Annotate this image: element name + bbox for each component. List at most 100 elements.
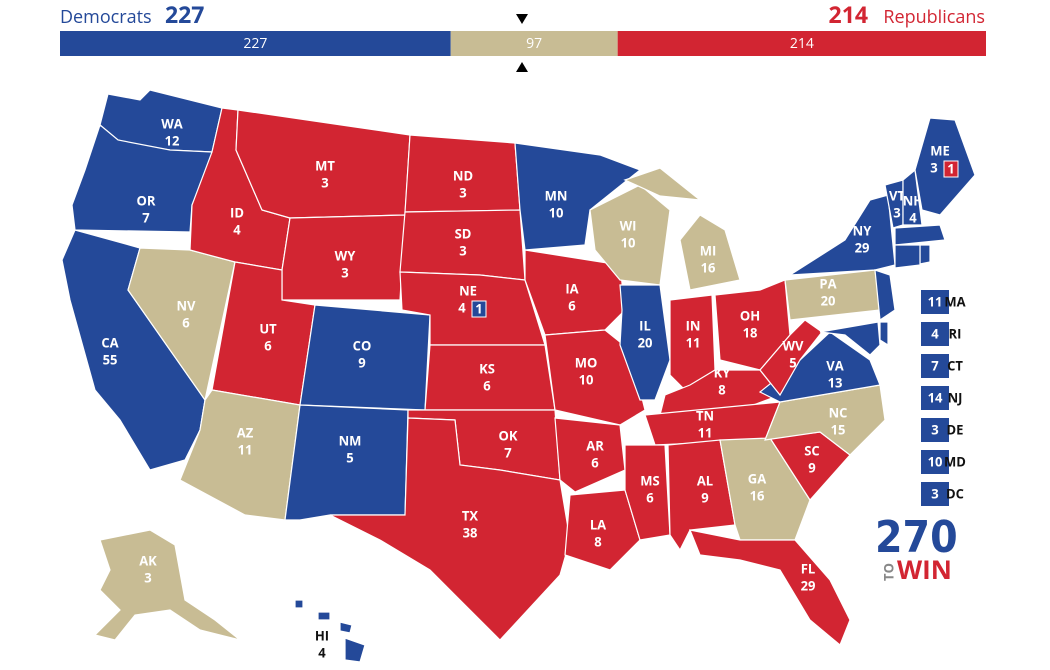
state-shape [127, 247, 236, 402]
state-abbr: MS [640, 471, 659, 489]
logo-number: 270 [875, 512, 958, 563]
state-shape [514, 142, 642, 251]
state-shape [679, 214, 741, 291]
split-badge [943, 160, 959, 178]
state-votes: 55 [103, 350, 118, 368]
state-shape [317, 611, 331, 621]
state-votes: 7 [142, 208, 150, 226]
state-votes: 38 [463, 523, 478, 541]
state-votes: 9 [358, 353, 365, 371]
state-abbr: ME [930, 141, 950, 159]
state-abbr: AK [139, 551, 157, 569]
state-shape [902, 168, 923, 226]
state-shape [329, 417, 571, 641]
state-abbr: IA [565, 279, 578, 297]
state-votes: 4 [458, 298, 466, 316]
state-votes: 6 [591, 453, 599, 471]
state-abbr: PA [819, 274, 836, 292]
state-shape [281, 214, 406, 301]
state-abbr: NM [339, 431, 362, 449]
state-abbr: UT [259, 319, 277, 337]
small-state-box [921, 322, 949, 346]
state-abbr: LA [590, 515, 606, 533]
state-votes: 29 [855, 238, 870, 256]
dem-total: 227 [165, 0, 204, 30]
state-votes: 20 [821, 291, 836, 309]
state-abbr: IL [639, 316, 651, 334]
state-votes: 6 [483, 376, 491, 394]
small-state-votes: 14 [928, 388, 943, 406]
state-abbr: NY [853, 221, 873, 239]
small-state-box [921, 450, 949, 474]
state-abbr: TN [696, 406, 714, 424]
dem-label: Democrats [60, 5, 152, 29]
state-abbr: TX [462, 506, 479, 524]
small-state-votes: 4 [931, 324, 939, 342]
state-abbr: NE [459, 281, 477, 299]
small-state-abbr: RI [949, 324, 962, 342]
state-abbr: MO [575, 353, 598, 371]
state-abbr: ND [453, 166, 473, 184]
state-shape [819, 321, 881, 356]
state-shape [294, 599, 304, 609]
state-votes: 20 [638, 333, 653, 351]
bar-label: 97 [526, 34, 542, 53]
small-state-abbr: CT [947, 356, 963, 374]
state-abbr: IN [686, 316, 701, 334]
state-abbr: GA [748, 469, 766, 487]
state-abbr: NV [176, 296, 196, 314]
state-abbr: WA [161, 114, 183, 132]
state-votes: 6 [182, 313, 190, 331]
state-votes: 9 [701, 488, 708, 506]
split-badge [471, 300, 487, 318]
state-abbr: HI [315, 626, 329, 644]
state-abbr: SD [455, 224, 472, 242]
state-votes: 5 [346, 448, 353, 466]
state-votes: 29 [801, 576, 816, 594]
bar-segment [60, 31, 451, 56]
state-votes: 3 [893, 203, 900, 221]
state-votes: 6 [646, 488, 654, 506]
state-shape [93, 529, 241, 641]
small-state-box [921, 290, 949, 314]
state-votes: 8 [594, 532, 601, 550]
small-state-abbr: DC [946, 484, 964, 502]
state-abbr: AR [586, 436, 604, 454]
state-shape [564, 489, 641, 571]
small-state-votes: 7 [931, 356, 939, 374]
state-votes: 6 [568, 296, 576, 314]
state-shape [879, 321, 889, 347]
state-abbr: MI [700, 241, 717, 259]
small-state-votes: 3 [931, 484, 938, 502]
state-abbr: VA [826, 356, 843, 374]
small-state-votes: 11 [928, 292, 943, 310]
state-shape [544, 329, 646, 426]
state-shape [894, 224, 946, 246]
state-shape [344, 637, 366, 663]
state-votes: 7 [504, 443, 512, 461]
state-abbr: FL [801, 559, 815, 577]
state-shape [787, 194, 896, 276]
state-abbr: OK [499, 426, 518, 444]
state-shape [623, 167, 702, 201]
state-abbr: ID [230, 203, 244, 221]
state-abbr: OR [137, 191, 156, 209]
state-votes: 18 [743, 323, 758, 341]
state-votes: 13 [828, 373, 843, 391]
state-shape [689, 529, 851, 646]
small-state-votes: 10 [928, 452, 943, 470]
state-votes: 3 [459, 183, 466, 201]
state-votes: 4 [233, 220, 241, 238]
state-shape [339, 621, 353, 634]
state-shape [874, 269, 896, 322]
state-abbr: WY [335, 246, 357, 264]
state-votes: 12 [165, 131, 180, 149]
state-abbr: WV [782, 336, 804, 354]
state-abbr: OH [740, 306, 760, 324]
state-shape [554, 417, 626, 493]
small-state-votes: 3 [931, 420, 938, 438]
state-shape [619, 284, 671, 401]
state-abbr: NC [829, 403, 848, 421]
state-abbr: SC [804, 441, 819, 459]
small-state-box [921, 354, 949, 378]
